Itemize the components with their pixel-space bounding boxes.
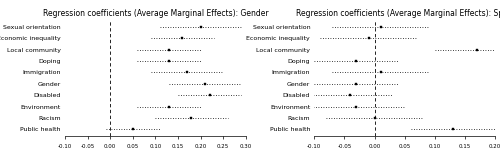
- Title: Regression coefficients (Average Marginal Effects): Gender: Regression coefficients (Average Margina…: [42, 9, 268, 18]
- Title: Regression coefficients (Average Marginal Effects): Sport: Regression coefficients (Average Margina…: [296, 9, 500, 18]
